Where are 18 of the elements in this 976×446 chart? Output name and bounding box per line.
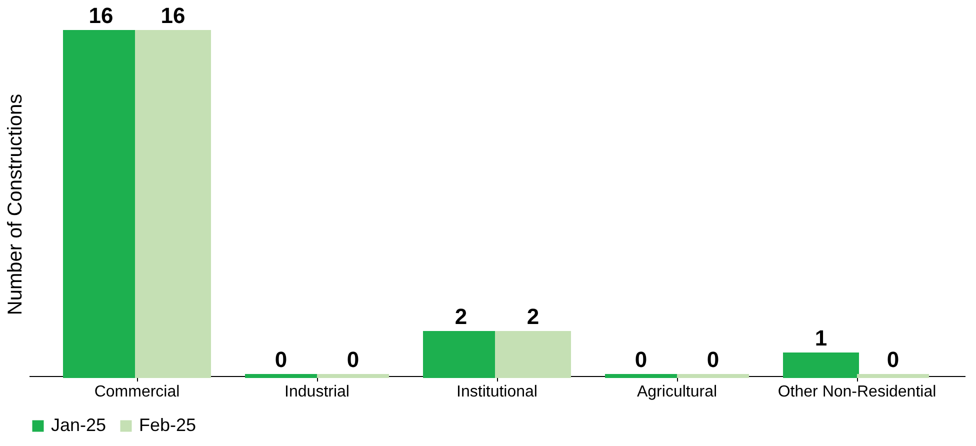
data-label: 0 (706, 347, 720, 372)
x-tick-label: Industrial (284, 384, 350, 400)
data-label: 16 (88, 3, 114, 28)
legend-label: Feb-25 (139, 415, 196, 435)
x-tick-label: Other Non-Residential (778, 384, 936, 400)
y-axis-title: Number of Constructions (4, 94, 26, 316)
data-label: 2 (454, 304, 468, 329)
data-label: 0 (634, 347, 648, 372)
data-label: 0 (346, 347, 360, 372)
legend-label: Jan-25 (51, 415, 106, 435)
x-tick-label: Commercial (94, 384, 180, 400)
x-tick-label: Agricultural (636, 384, 718, 400)
data-label: 0 (274, 347, 288, 372)
data-label: 2 (526, 304, 540, 329)
data-label: 1 (814, 326, 828, 350)
data-label: 0 (886, 347, 900, 372)
x-tick-label: Institutional (456, 384, 538, 400)
data-label: 16 (160, 3, 186, 28)
